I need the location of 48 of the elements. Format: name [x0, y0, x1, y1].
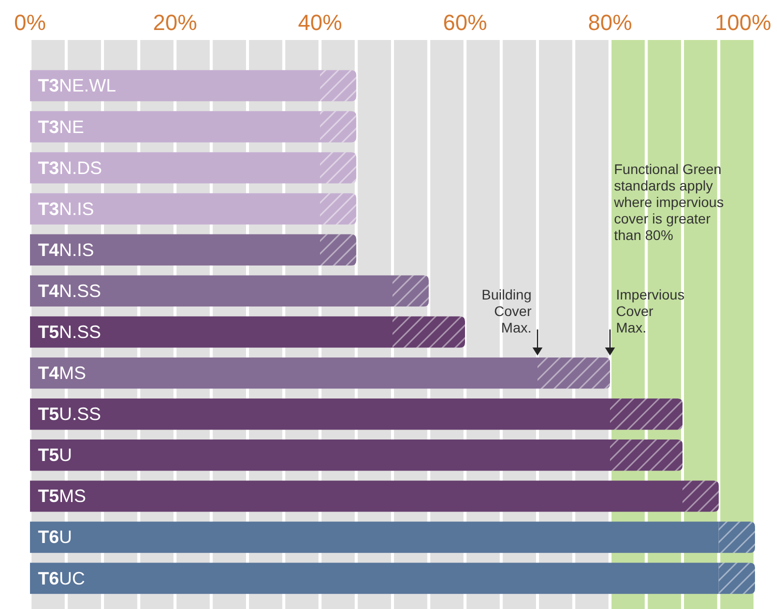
bar: [30, 522, 719, 553]
y-tick-label: T6UC: [38, 568, 86, 588]
y-tick-label: T4MS: [38, 363, 86, 384]
bar: [610, 440, 682, 471]
bar: [320, 70, 356, 102]
annotation: Building Cover Max.: [482, 286, 532, 336]
bar: [538, 357, 610, 389]
x-tick-label: 20%: [152, 10, 198, 35]
bar: [30, 70, 320, 102]
bar: [718, 562, 755, 594]
bar: [718, 522, 755, 553]
bar: [320, 193, 356, 224]
bar: [610, 398, 682, 430]
bar: [320, 111, 356, 142]
y-tick-label: T5U.SS: [38, 404, 102, 424]
bar: [392, 275, 429, 307]
bar: [30, 398, 610, 430]
bar: [30, 152, 320, 184]
x-tick-label: 40%: [298, 10, 342, 35]
y-tick-label: T6U: [38, 527, 72, 548]
y-tick-label: T4N.SS: [38, 280, 102, 301]
bar: [320, 234, 356, 266]
y-tick-label: T5MS: [38, 486, 86, 506]
y-tick-label: T3NE.WL: [38, 76, 116, 96]
annotation: Impervious Cover Max.: [616, 286, 684, 336]
y-tick-label: T3NE: [38, 116, 84, 137]
bar: [30, 316, 392, 348]
y-tick-label: T5N.SS: [38, 322, 102, 342]
band-label: Functional Green standards apply where impervious cover is greater than 80%: [613, 161, 724, 243]
bar: [30, 234, 320, 266]
x-tick-label: 0%: [14, 10, 46, 35]
y-tick-label: T3N.DS: [38, 158, 102, 178]
bar: [30, 440, 610, 471]
y-tick-label: T3N.IS: [38, 198, 94, 219]
x-tick-label: 100%: [714, 10, 772, 35]
bar: [30, 193, 320, 224]
bar: [392, 316, 465, 348]
bar: [30, 111, 320, 142]
y-tick-label: T4N.IS: [38, 240, 94, 260]
bar: [30, 480, 682, 512]
x-tick-label: 80%: [588, 10, 632, 35]
y-tick-label: T5U: [38, 445, 72, 466]
bar: [682, 480, 719, 512]
bar: [320, 152, 356, 184]
bar: [30, 357, 538, 389]
bar: [30, 275, 392, 307]
x-tick-label: 60%: [442, 10, 488, 35]
bar: [30, 562, 719, 594]
